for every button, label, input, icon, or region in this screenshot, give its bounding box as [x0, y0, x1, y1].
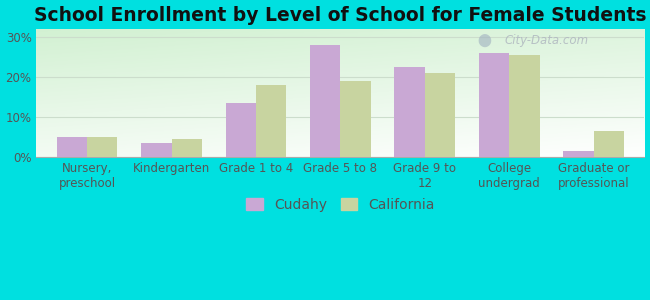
Bar — [256, 85, 287, 157]
Text: ⬤: ⬤ — [477, 34, 491, 47]
Bar — [172, 139, 202, 157]
Text: City-Data.com: City-Data.com — [504, 34, 589, 47]
Bar — [310, 45, 341, 157]
Bar — [57, 137, 87, 157]
Title: School Enrollment by Level of School for Female Students: School Enrollment by Level of School for… — [34, 6, 647, 25]
Bar — [87, 137, 118, 157]
Bar — [510, 55, 540, 157]
Legend: Cudahy, California: Cudahy, California — [240, 192, 441, 217]
Bar — [594, 131, 624, 157]
Bar — [425, 73, 455, 157]
Bar — [341, 81, 371, 157]
Bar — [479, 53, 510, 157]
Bar — [564, 151, 594, 157]
Bar — [395, 67, 425, 157]
Bar — [141, 143, 172, 157]
Bar — [226, 103, 256, 157]
